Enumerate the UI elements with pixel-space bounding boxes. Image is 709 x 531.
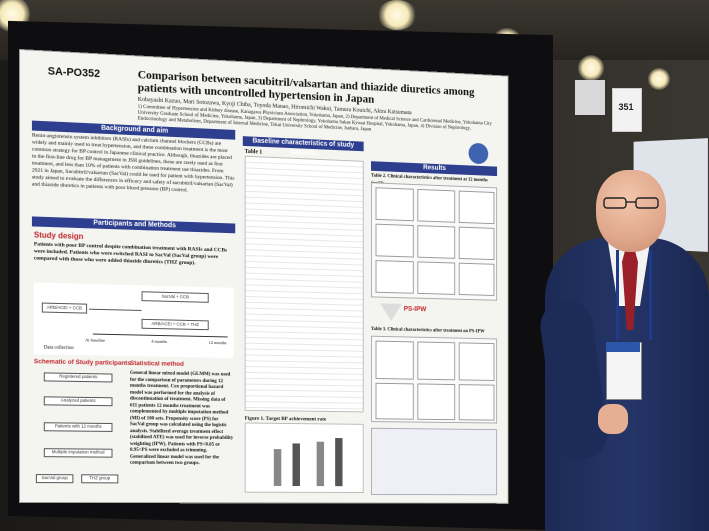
schema-box: THZ group (81, 474, 118, 483)
presenter-hand (598, 404, 628, 434)
timeline-line (93, 334, 228, 338)
study-design-heading: Study design (34, 230, 84, 241)
ceiling-light (648, 68, 670, 90)
mini-chart (459, 263, 495, 296)
chart-bar (274, 449, 281, 486)
table2-figures (371, 182, 497, 300)
flow-box-thz: ARB/ACEI + CCB + THZ (142, 319, 209, 330)
mini-chart (376, 260, 414, 294)
mini-chart (376, 224, 414, 258)
sign-panel (575, 80, 605, 115)
timeline-4-months: 4 months (151, 338, 167, 346)
down-arrow-icon (380, 303, 402, 321)
background-text: Renin-angiotensin system inhibitors (RAS… (32, 133, 235, 222)
schema-box: Patients with 12 months (44, 422, 113, 432)
mini-chart (417, 261, 455, 294)
design-flow-diagram: ARB/ACEI + CCB SacVal + CCB ARB/ACEI + C… (34, 282, 233, 358)
flow-arrow (89, 309, 142, 311)
mini-chart (417, 342, 455, 381)
schematic-heading: Schematic of Study participants (34, 358, 131, 367)
schema-box: Multiple imputation method (44, 448, 113, 457)
schematic-diagram: Registered patients Analyzed patients Pa… (34, 370, 122, 494)
mini-chart (459, 342, 495, 381)
poster-id: SA-PO352 (48, 65, 100, 80)
chart-bar (317, 442, 324, 486)
mini-chart (417, 189, 455, 223)
chart-bar (292, 443, 299, 486)
name-badge-header (606, 342, 640, 352)
ps-ipw-label: PS-IPW (404, 306, 427, 313)
statistical-heading: Statistical method (130, 360, 184, 368)
schema-box: Registered patients (44, 372, 113, 382)
mini-chart (459, 384, 495, 420)
logo-icon (469, 143, 489, 165)
presenter-head (596, 170, 666, 252)
flow-box-sacval: SacVal + CCB (142, 291, 209, 303)
schema-box: SacVal group (36, 474, 73, 483)
table3-title: Table 3. Clinical characteristics after … (371, 326, 497, 336)
statistical-text: General linear mixed model (GLMM) was us… (130, 370, 233, 495)
ceiling-light (377, 0, 417, 30)
poster: SA-PO352 Comparison between sacubitril/v… (20, 50, 508, 503)
data-collection-label: Data collection (44, 344, 74, 353)
mini-chart (376, 341, 414, 380)
figure1-chart (245, 423, 364, 493)
table3-figures (371, 336, 497, 424)
mini-chart (459, 191, 495, 225)
flow-box-baseline: ARB/ACEI + CCB (42, 303, 87, 314)
study-design-text: Patients with poor BP control despite co… (34, 241, 233, 286)
table1 (245, 156, 364, 413)
ceiling-light (578, 55, 604, 81)
mini-chart (417, 225, 455, 259)
mini-chart (459, 227, 495, 260)
mini-chart (376, 187, 414, 221)
lanyard (616, 250, 652, 340)
timeline-12-months: 12 months (209, 339, 227, 347)
mini-chart (417, 383, 455, 420)
chart-bar (335, 438, 342, 486)
timeline-baseline: At baseline (85, 336, 105, 344)
booth-number: 351 (612, 102, 640, 112)
schema-box: Analyzed patients (44, 396, 113, 406)
glasses-icon (600, 196, 664, 210)
mini-chart (376, 383, 414, 420)
conclusion-panel (371, 428, 497, 495)
